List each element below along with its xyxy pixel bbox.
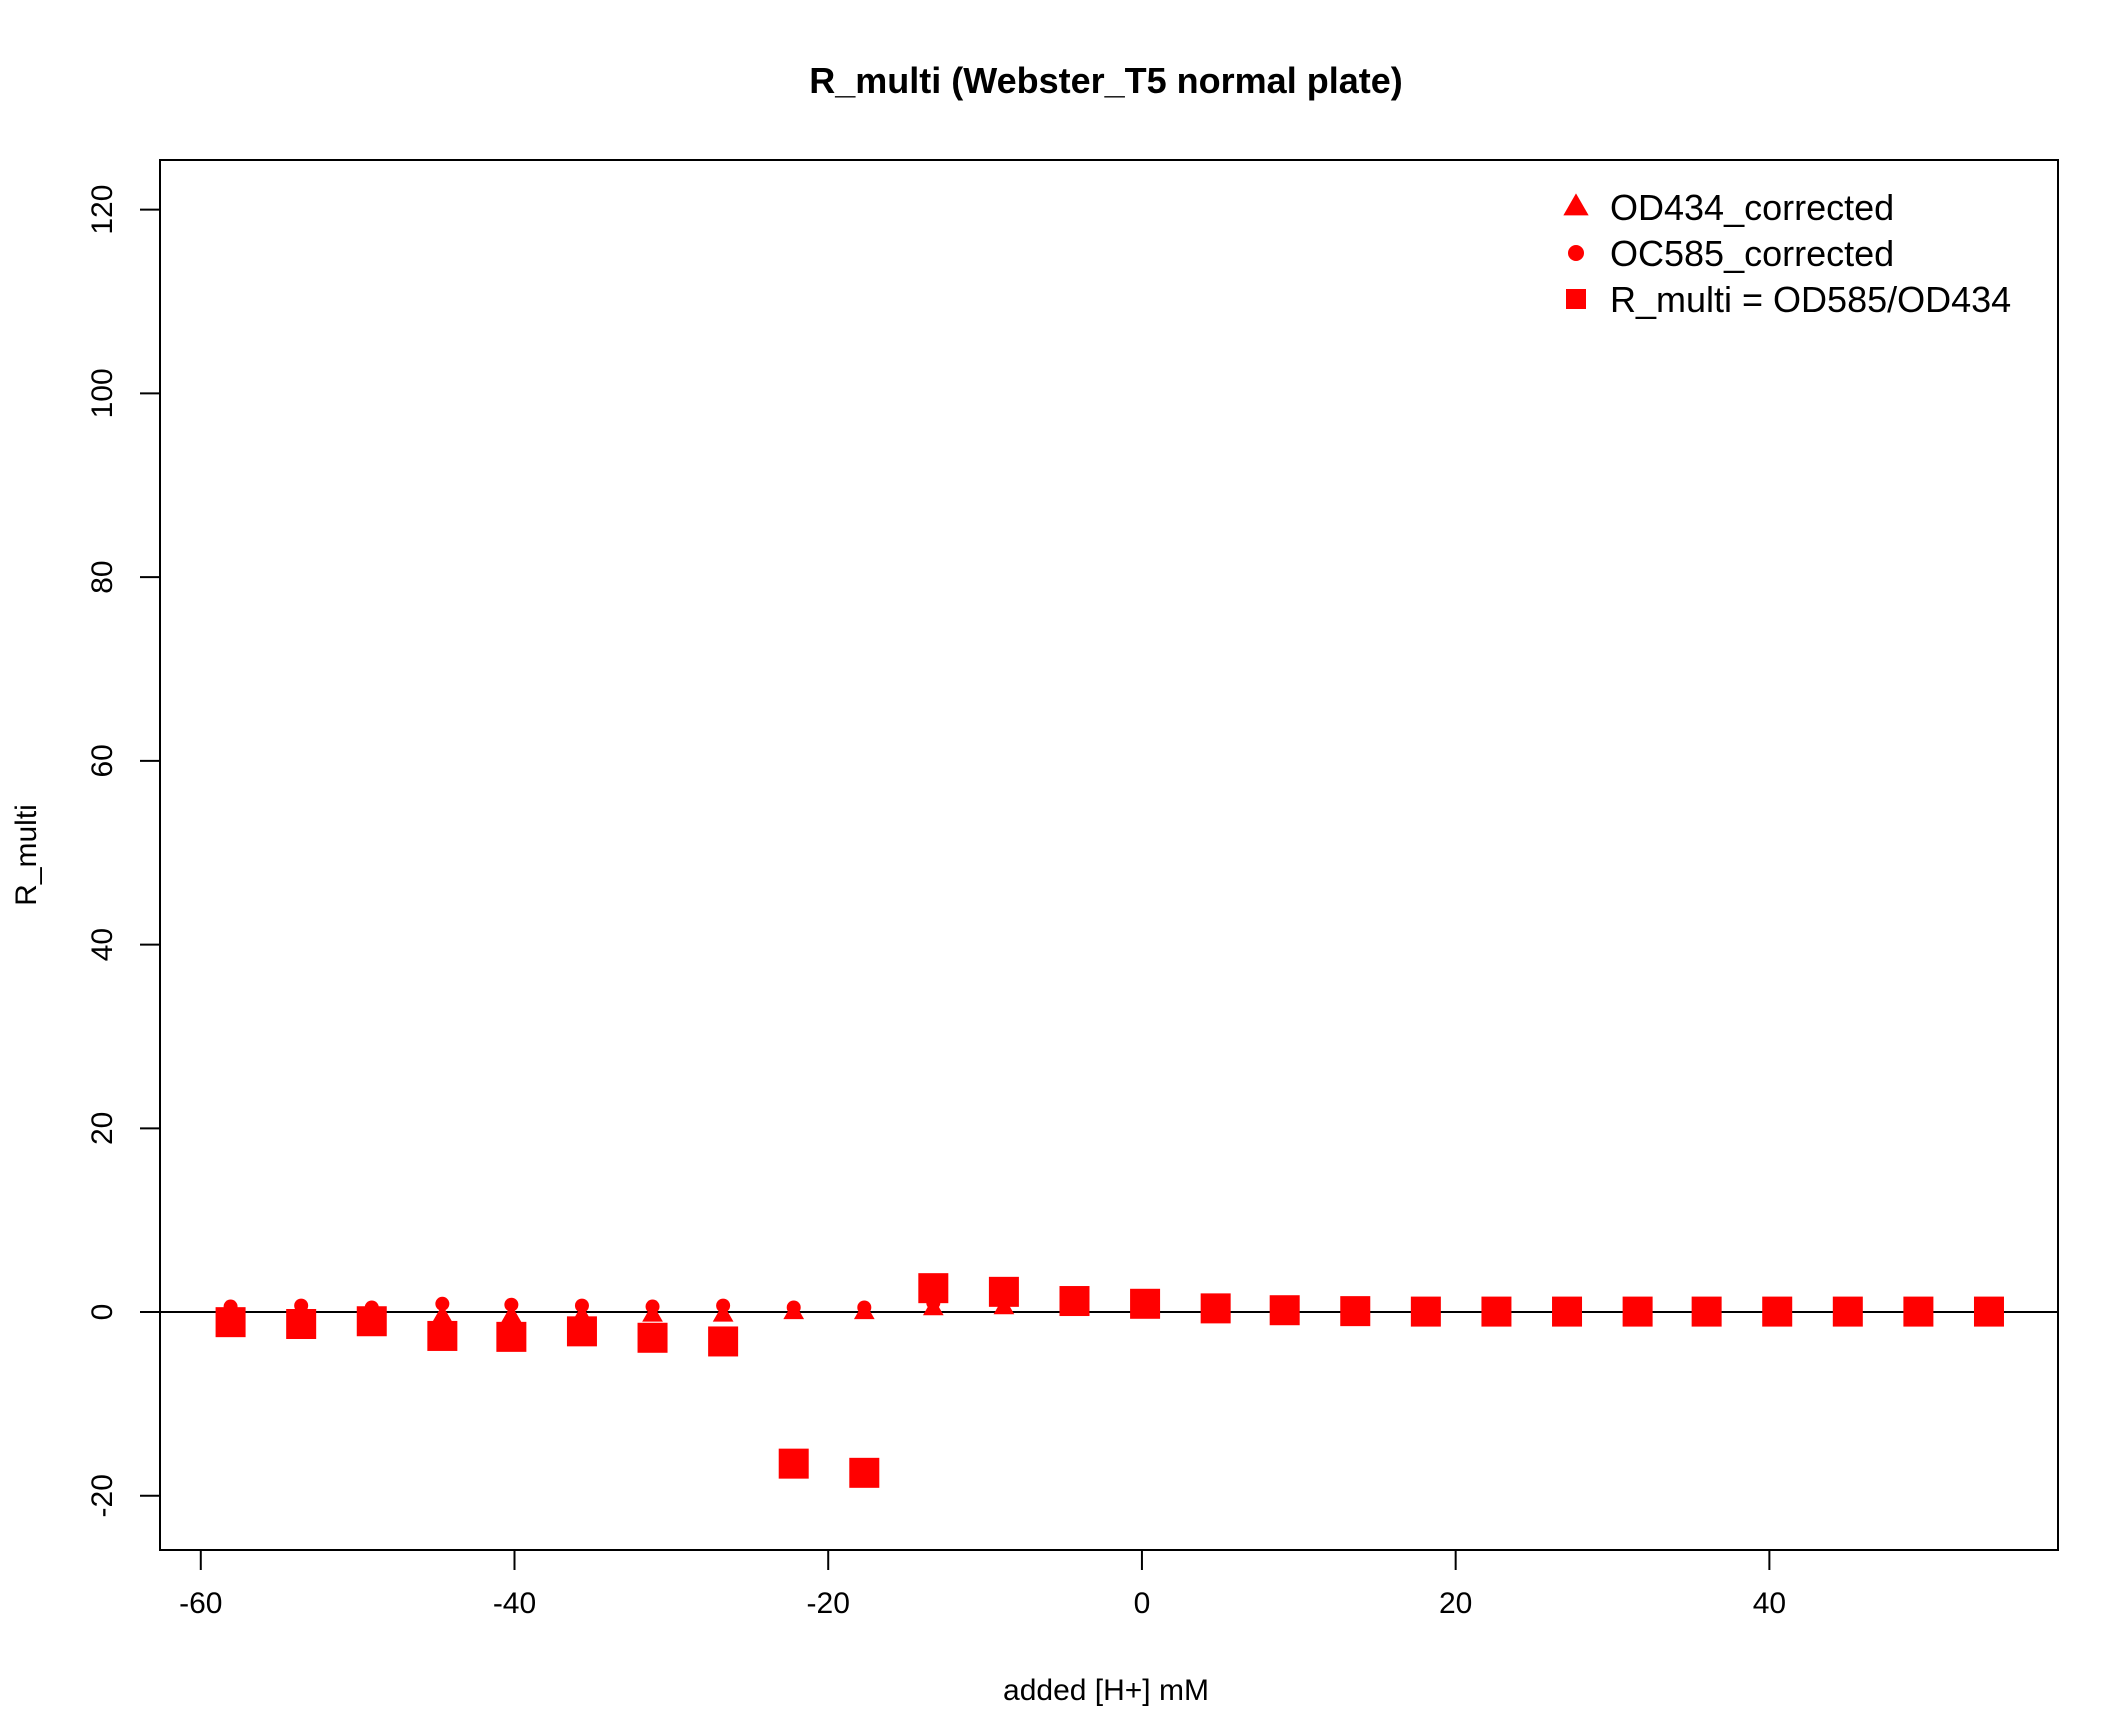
y-tick-label: 20 [86, 1112, 119, 1145]
x-tick-label: 40 [1753, 1587, 1786, 1620]
point-square [215, 1307, 246, 1338]
y-axis-label: R_multi [10, 804, 43, 906]
point-circle [857, 1300, 872, 1315]
point-circle [435, 1296, 450, 1311]
point-square [1832, 1296, 1863, 1327]
chart-title: R_multi (Webster_T5 normal plate) [809, 60, 1402, 101]
point-square [1622, 1296, 1653, 1327]
point-square [1903, 1296, 1934, 1327]
y-tick-label: -20 [86, 1474, 119, 1517]
point-square [1481, 1296, 1512, 1327]
point-square [1973, 1296, 2004, 1327]
x-tick-label: -60 [179, 1587, 222, 1620]
point-circle [574, 1298, 589, 1313]
point-triangle [1563, 193, 1589, 216]
point-triangle [501, 1304, 522, 1323]
point-square [849, 1457, 880, 1488]
point-square [708, 1326, 739, 1357]
y-tick-label: 100 [86, 368, 119, 418]
point-square [1552, 1296, 1583, 1327]
point-square [1340, 1296, 1371, 1327]
legend-label: OC585_corrected [1610, 233, 1894, 274]
point-circle [716, 1298, 731, 1313]
x-tick-label: 0 [1134, 1587, 1151, 1620]
point-square [1566, 289, 1586, 309]
legend: OD434_corrected OC585_corrected R_multi = … [1563, 187, 2011, 320]
point-square [1059, 1286, 1090, 1317]
point-square [778, 1448, 809, 1479]
x-axis: -60 -40 -20 0 20 40 [179, 1549, 1786, 1620]
point-square [988, 1276, 1019, 1307]
y-axis: -20 0 20 40 60 80 100 120 [86, 185, 161, 1517]
point-triangle [431, 1304, 453, 1323]
point-square [637, 1322, 668, 1353]
point-square [918, 1273, 949, 1304]
x-tick-label: 20 [1439, 1587, 1472, 1620]
x-tick-label: -20 [807, 1587, 850, 1620]
point-square [1691, 1296, 1722, 1327]
x-axis-label: added [H+] mM [1003, 1674, 1209, 1707]
point-square [1200, 1293, 1231, 1324]
point-square [1410, 1296, 1441, 1327]
legend-label: R_multi = OD585/OD434 [1610, 279, 2011, 320]
point-triangle [712, 1303, 734, 1322]
y-tick-label: 40 [86, 928, 119, 961]
point-circle [1568, 245, 1584, 261]
y-tick-label: 60 [86, 744, 119, 777]
point-square [286, 1308, 317, 1339]
point-circle [645, 1299, 660, 1314]
y-tick-label: 120 [86, 185, 119, 235]
point-square [1762, 1296, 1793, 1327]
point-circle [786, 1300, 801, 1315]
x-tick-label: -40 [493, 1587, 536, 1620]
y-tick-label: 0 [86, 1304, 119, 1321]
point-circle [504, 1297, 519, 1312]
data-marks [215, 1273, 2004, 1488]
point-square [566, 1316, 597, 1347]
legend-label: OD434_corrected [1610, 187, 1894, 228]
point-square [427, 1320, 458, 1351]
y-tick-label: 80 [86, 560, 119, 593]
point-square [356, 1306, 387, 1337]
point-square [496, 1321, 527, 1352]
point-square [1269, 1295, 1300, 1326]
point-square [1130, 1288, 1161, 1319]
